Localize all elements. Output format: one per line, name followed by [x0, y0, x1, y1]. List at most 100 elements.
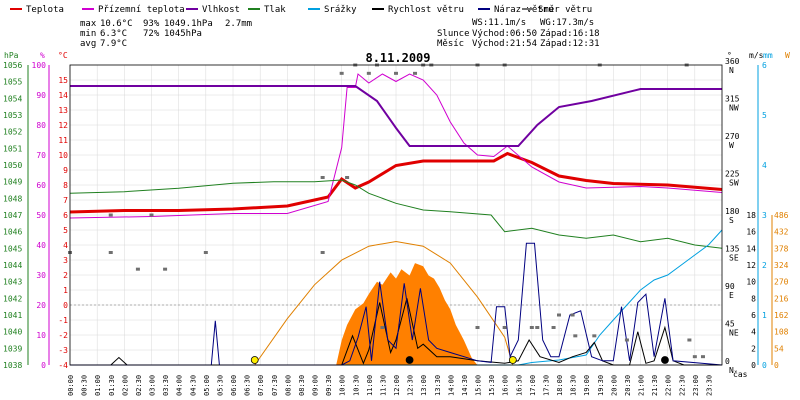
- tick-time: 08:00: [284, 375, 292, 396]
- axes: hPa% °C1038103910401041104210431044104510…: [3, 51, 790, 396]
- series-srazky: [70, 229, 723, 366]
- stat-avg-0: avg: [80, 39, 96, 49]
- stat-max-4: 2.7mm: [225, 19, 252, 29]
- tick-w: 486: [774, 211, 789, 220]
- tick-mm: 4: [762, 161, 767, 170]
- tick-time: 20:00: [610, 375, 618, 396]
- wind-direction-point: [687, 338, 692, 342]
- plot-frame: [69, 64, 723, 366]
- tick-time: 07:30: [271, 375, 279, 396]
- stat-max-3: 1049.1hPa: [164, 19, 213, 29]
- wind-direction-point: [592, 334, 597, 338]
- tick-hpa: 1049: [3, 178, 22, 187]
- tick-mm: 1: [762, 311, 767, 320]
- axis-unit-ms: m/s: [749, 51, 764, 60]
- wind-direction-point: [163, 267, 168, 271]
- wind-direction-point: [108, 251, 113, 254]
- tick-time: 05:00: [203, 375, 211, 396]
- tick-time: 21:00: [638, 375, 646, 396]
- wind-direction-point: [149, 213, 154, 217]
- tick-time: 15:30: [488, 375, 496, 396]
- tick-dir-value: 0: [725, 357, 730, 366]
- tick-dir-value: 45: [725, 320, 735, 329]
- tick-ms: 6: [751, 311, 756, 320]
- tick-time: 19:30: [597, 375, 605, 396]
- tick-time: 06:30: [244, 375, 252, 396]
- wind-direction-point: [573, 334, 578, 338]
- tick-ms: 18: [746, 211, 756, 220]
- tick-degc: 3: [63, 256, 68, 265]
- moonrise-marker: [661, 356, 669, 364]
- tick-dir-value: 90: [725, 282, 735, 291]
- legend-label-prizemni-teplota: Přízemní teplota: [98, 5, 185, 15]
- tick-ms: 12: [746, 261, 756, 270]
- series-rychlost-vetru: [70, 298, 722, 366]
- tick-time: 12:00: [393, 375, 401, 396]
- radiation-area: [336, 263, 478, 365]
- tick-w: 0: [774, 361, 779, 370]
- tick-w: 216: [774, 294, 789, 303]
- tick-time: 00:00: [67, 375, 75, 396]
- tick-dir-name: S: [729, 216, 734, 225]
- moon-rise: Východ:21:54: [472, 39, 537, 49]
- series-tlak: [69, 179, 723, 249]
- tick-hpa: 1053: [3, 111, 22, 120]
- tick-hpa: 1043: [3, 278, 22, 287]
- tick-hpa: 1052: [3, 128, 22, 137]
- wind-direction-point: [529, 326, 534, 329]
- tick-dir-value: 135: [725, 245, 740, 254]
- tick-degc: 13: [58, 106, 68, 115]
- wind-direction-point: [692, 355, 697, 359]
- stat-min-3: 1045hPa: [164, 29, 202, 39]
- tick-time: 17:30: [542, 375, 550, 396]
- stat-min-1: 6.3°C: [100, 29, 127, 39]
- tick-time: 11:00: [366, 375, 374, 396]
- wind-direction-point: [394, 71, 398, 75]
- tick-dir-name: NE: [729, 329, 739, 338]
- tick-ms: 4: [751, 328, 756, 337]
- tick-w: 108: [774, 328, 789, 337]
- legend-label-vlhkost: Vlhkost: [202, 5, 240, 15]
- tick-degc: 6: [63, 211, 68, 220]
- tick-mm: 0: [762, 361, 767, 370]
- tick-degc: 7: [63, 196, 68, 205]
- stat-min-0: min: [80, 29, 96, 39]
- tick-time: 06:00: [230, 375, 238, 396]
- tick-ms: 0: [751, 361, 756, 370]
- tick-hpa: 1048: [3, 194, 22, 203]
- tick-mm: 3: [762, 211, 767, 220]
- tick-time: 01:30: [108, 375, 116, 396]
- series-teplota: [69, 151, 723, 214]
- wind-direction-point: [380, 326, 385, 329]
- axis-unit-w: W: [785, 51, 790, 60]
- wind-direction-point: [502, 326, 507, 329]
- tick-dir-name: NW: [729, 104, 739, 113]
- tick-mm: 6: [762, 61, 767, 70]
- tick-dir-name: W: [729, 141, 734, 150]
- wind-direction-point: [203, 251, 208, 254]
- tick-time: 03:30: [162, 375, 170, 396]
- tick-pct: 40: [36, 241, 46, 250]
- tick-pct: 60: [36, 181, 46, 190]
- axis-unit-degc: °C: [58, 51, 68, 60]
- tick-dir-value: 225: [725, 170, 740, 179]
- series-prizemni-teplota: [69, 73, 723, 219]
- tick-hpa: 1041: [3, 311, 22, 320]
- tick-pct: 30: [36, 271, 46, 280]
- legend-label-tlak: Tlak: [264, 5, 286, 15]
- tick-hpa: 1055: [3, 78, 22, 87]
- tick-degc: 2: [63, 271, 68, 280]
- tick-time: 05:30: [216, 375, 224, 396]
- stat-max-1: 10.6°C: [100, 19, 133, 29]
- tick-time: 22:30: [678, 375, 686, 396]
- tick-degc: 4: [63, 241, 68, 250]
- tick-pct: 0: [41, 361, 46, 370]
- tick-hpa: 1042: [3, 294, 22, 303]
- moonset-marker: [405, 356, 414, 364]
- tick-time: 19:00: [583, 375, 591, 396]
- tick-pct: 50: [36, 211, 46, 220]
- tick-time: 13:00: [420, 375, 428, 396]
- tick-pct: 100: [32, 61, 47, 70]
- tick-dir-name: N: [729, 366, 734, 375]
- tick-dir-value: 360: [725, 57, 740, 66]
